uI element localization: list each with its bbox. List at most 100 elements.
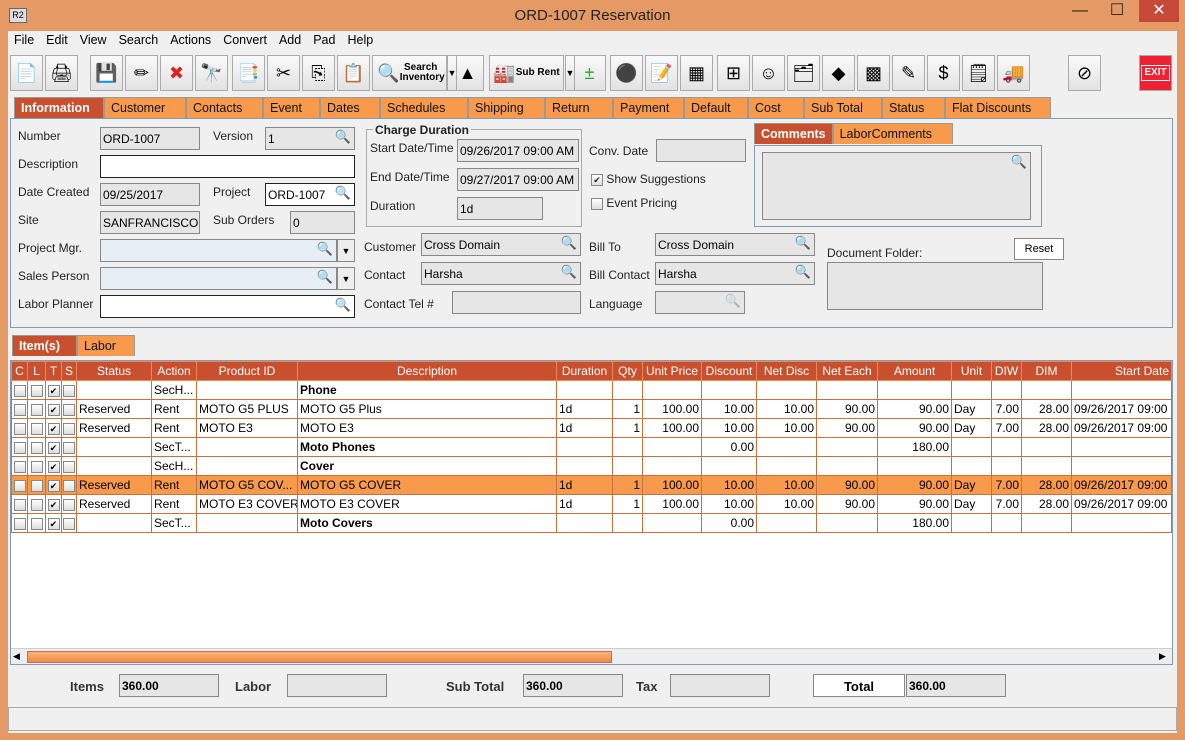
- start-field[interactable]: 09/26/2017 09:00 AM: [457, 139, 579, 162]
- t-checkbox[interactable]: ✔: [47, 479, 60, 492]
- notes-button[interactable]: 🗒: [962, 55, 995, 91]
- menu-search[interactable]: Search: [118, 33, 159, 47]
- tab-event[interactable]: Event: [263, 97, 320, 118]
- scrollbar-thumb[interactable]: [27, 651, 612, 663]
- cell-t[interactable]: ✔: [45, 456, 62, 476]
- tab-shipping[interactable]: Shipping: [468, 97, 545, 118]
- cell-t[interactable]: ✔: [45, 418, 62, 438]
- column-header-amount[interactable]: Amount: [877, 361, 952, 381]
- cell-c[interactable]: [11, 494, 28, 514]
- l-checkbox[interactable]: [30, 422, 43, 435]
- cell-l[interactable]: [27, 418, 46, 438]
- t-checkbox[interactable]: ✔: [47, 498, 60, 511]
- edit-pencil-button[interactable]: ✏: [125, 55, 158, 91]
- minimize-button[interactable]: —: [1072, 2, 1088, 19]
- table-row[interactable]: ✔ Reserved Rent MOTO G5 PLUS MOTO G5 Plus 1d 1…: [11, 399, 1172, 419]
- close-button[interactable]: ✕: [1139, 0, 1179, 22]
- s-checkbox[interactable]: [63, 517, 75, 530]
- menu-edit[interactable]: Edit: [46, 33, 68, 47]
- column-header-t[interactable]: T: [45, 361, 62, 381]
- exit-button[interactable]: EXIT: [1139, 55, 1172, 91]
- cell-c[interactable]: [11, 456, 28, 476]
- cell-l[interactable]: [27, 380, 46, 400]
- column-header-diw[interactable]: DIW: [991, 361, 1022, 381]
- c-checkbox[interactable]: [13, 517, 26, 530]
- menu-add[interactable]: Add: [278, 33, 302, 47]
- cell-s[interactable]: [61, 513, 77, 533]
- tab-payment[interactable]: Payment: [613, 97, 684, 118]
- column-header-discount[interactable]: Discount: [701, 361, 757, 381]
- c-checkbox[interactable]: [13, 422, 26, 435]
- convert-document-button[interactable]: 📑: [232, 55, 265, 91]
- s-checkbox[interactable]: [63, 422, 75, 435]
- search-icon[interactable]: 🔍: [334, 297, 351, 312]
- cell-s[interactable]: [61, 437, 77, 457]
- c-checkbox[interactable]: [13, 498, 26, 511]
- column-header-unit[interactable]: Unit: [951, 361, 992, 381]
- cell-s[interactable]: [61, 494, 77, 514]
- reset-button[interactable]: Reset: [1014, 238, 1064, 260]
- t-checkbox[interactable]: ✔: [47, 517, 60, 530]
- cell-t[interactable]: ✔: [45, 475, 62, 495]
- column-header-net-each[interactable]: Net Each: [816, 361, 878, 381]
- c-checkbox[interactable]: [13, 479, 26, 492]
- tab-labor-comments[interactable]: LaborComments: [832, 123, 953, 144]
- t-checkbox[interactable]: ✔: [47, 460, 60, 473]
- cell-s[interactable]: [61, 475, 77, 495]
- form-edit-button[interactable]: ✎: [892, 55, 925, 91]
- number-field[interactable]: ORD-1007: [100, 127, 200, 150]
- column-header-unit-price[interactable]: Unit Price: [642, 361, 702, 381]
- duration-field[interactable]: 1d: [457, 197, 543, 220]
- tab-status[interactable]: Status: [882, 97, 945, 118]
- site-field[interactable]: SANFRANCISCO: [100, 211, 200, 234]
- smiley-button[interactable]: ☺: [752, 55, 785, 91]
- customer-field[interactable]: Cross Domain 🔍: [421, 233, 581, 256]
- c-checkbox[interactable]: [13, 441, 26, 454]
- search-icon[interactable]: 🔍: [560, 264, 577, 279]
- print-button[interactable]: 🖨: [45, 55, 78, 91]
- project-mgr-dropdown[interactable]: ▼: [337, 239, 355, 262]
- scroll-right-icon[interactable]: ▶: [1159, 651, 1166, 661]
- tab-flat-discounts[interactable]: Flat Discounts: [945, 97, 1051, 118]
- sales-person-dropdown[interactable]: ▼: [337, 267, 355, 290]
- column-header-action[interactable]: Action: [151, 361, 197, 381]
- search-icon[interactable]: 🔍: [794, 264, 811, 279]
- t-checkbox[interactable]: ✔: [47, 441, 60, 454]
- table-row[interactable]: ✔ SecH... Phone: [11, 380, 1172, 400]
- menu-actions[interactable]: Actions: [170, 33, 212, 47]
- tab-sub-total[interactable]: Sub Total: [804, 97, 882, 118]
- eraser-button[interactable]: ◆: [822, 55, 855, 91]
- menu-help[interactable]: Help: [347, 33, 374, 47]
- cell-t[interactable]: ✔: [45, 437, 62, 457]
- l-checkbox[interactable]: [30, 403, 43, 416]
- project-mgr-field[interactable]: 🔍: [100, 239, 337, 262]
- s-checkbox[interactable]: [63, 498, 75, 511]
- money-arrow-button[interactable]: $: [927, 55, 960, 91]
- l-checkbox[interactable]: [30, 479, 43, 492]
- menu-convert[interactable]: Convert: [223, 33, 267, 47]
- table-row[interactable]: ✔ Reserved Rent MOTO E3 COVER MOTO E3 COVER 1…: [11, 494, 1172, 514]
- search-icon[interactable]: 🔍: [334, 129, 351, 144]
- column-header-dim[interactable]: DIM: [1021, 361, 1072, 381]
- menu-pad[interactable]: Pad: [313, 33, 336, 47]
- tab-dates[interactable]: Dates: [320, 97, 380, 118]
- balls-button[interactable]: ⚫: [610, 55, 643, 91]
- copy-button[interactable]: ⎘: [302, 55, 335, 91]
- search-icon[interactable]: 🔍: [724, 293, 741, 308]
- column-header-start-date[interactable]: Start Date: [1071, 361, 1172, 381]
- cell-c[interactable]: [11, 418, 28, 438]
- org-chart-button[interactable]: ⊞: [717, 55, 750, 91]
- scroll-left-icon[interactable]: ◀: [13, 651, 20, 661]
- search-icon[interactable]: 🔍: [560, 235, 577, 250]
- delete-x-button[interactable]: ✖: [160, 55, 193, 91]
- labor-planner-field[interactable]: 🔍: [100, 295, 355, 318]
- cut-scissors-button[interactable]: ✂: [267, 55, 300, 91]
- s-checkbox[interactable]: [63, 384, 75, 397]
- subtab-items[interactable]: Item(s): [12, 335, 77, 356]
- cell-c[interactable]: [11, 513, 28, 533]
- table-row[interactable]: ✔ SecT... Moto Phones 0.00 180.00: [11, 437, 1172, 457]
- horizontal-scrollbar[interactable]: ◀ ▶: [11, 648, 1172, 664]
- cell-c[interactable]: [11, 380, 28, 400]
- s-checkbox[interactable]: [63, 479, 75, 492]
- bill-to-field[interactable]: Cross Domain 🔍: [655, 233, 815, 256]
